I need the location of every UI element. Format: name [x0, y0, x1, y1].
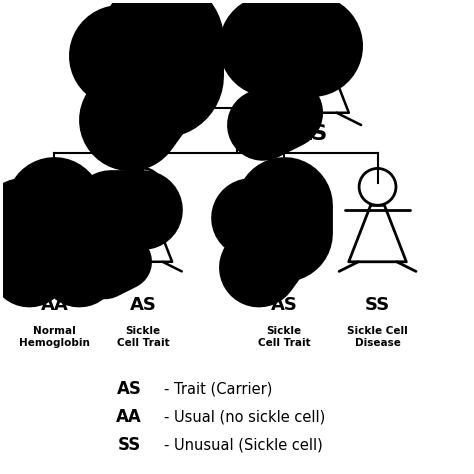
Text: SS: SS	[118, 437, 141, 455]
Text: Sickle
Cell Trait: Sickle Cell Trait	[257, 326, 310, 348]
Text: AS: AS	[270, 296, 297, 314]
Text: - Trait (Carrier): - Trait (Carrier)	[164, 382, 273, 397]
Polygon shape	[138, 0, 162, 40]
Polygon shape	[125, 168, 143, 205]
Text: AA: AA	[117, 409, 142, 426]
Text: AS: AS	[130, 296, 157, 314]
Polygon shape	[265, 168, 284, 205]
Polygon shape	[288, 0, 312, 40]
Text: AS: AS	[146, 124, 179, 144]
Polygon shape	[275, 40, 312, 113]
Text: - Unusual (Sickle cell): - Unusual (Sickle cell)	[164, 438, 323, 453]
Text: AA: AA	[40, 296, 68, 314]
Text: - Usual (no sickle cell): - Usual (no sickle cell)	[164, 410, 326, 425]
Text: Sickle Cell
Disease: Sickle Cell Disease	[347, 326, 408, 348]
Polygon shape	[115, 205, 143, 262]
Text: SS: SS	[365, 296, 390, 314]
Text: Normal
Hemoglobin: Normal Hemoglobin	[19, 326, 90, 348]
Text: Sickle
Cell Trait: Sickle Cell Trait	[117, 326, 170, 348]
Text: AS: AS	[117, 380, 142, 398]
Bar	[284, 203, 310, 237]
Circle shape	[36, 168, 73, 205]
Text: AS: AS	[295, 124, 328, 144]
Bar	[162, 36, 192, 81]
